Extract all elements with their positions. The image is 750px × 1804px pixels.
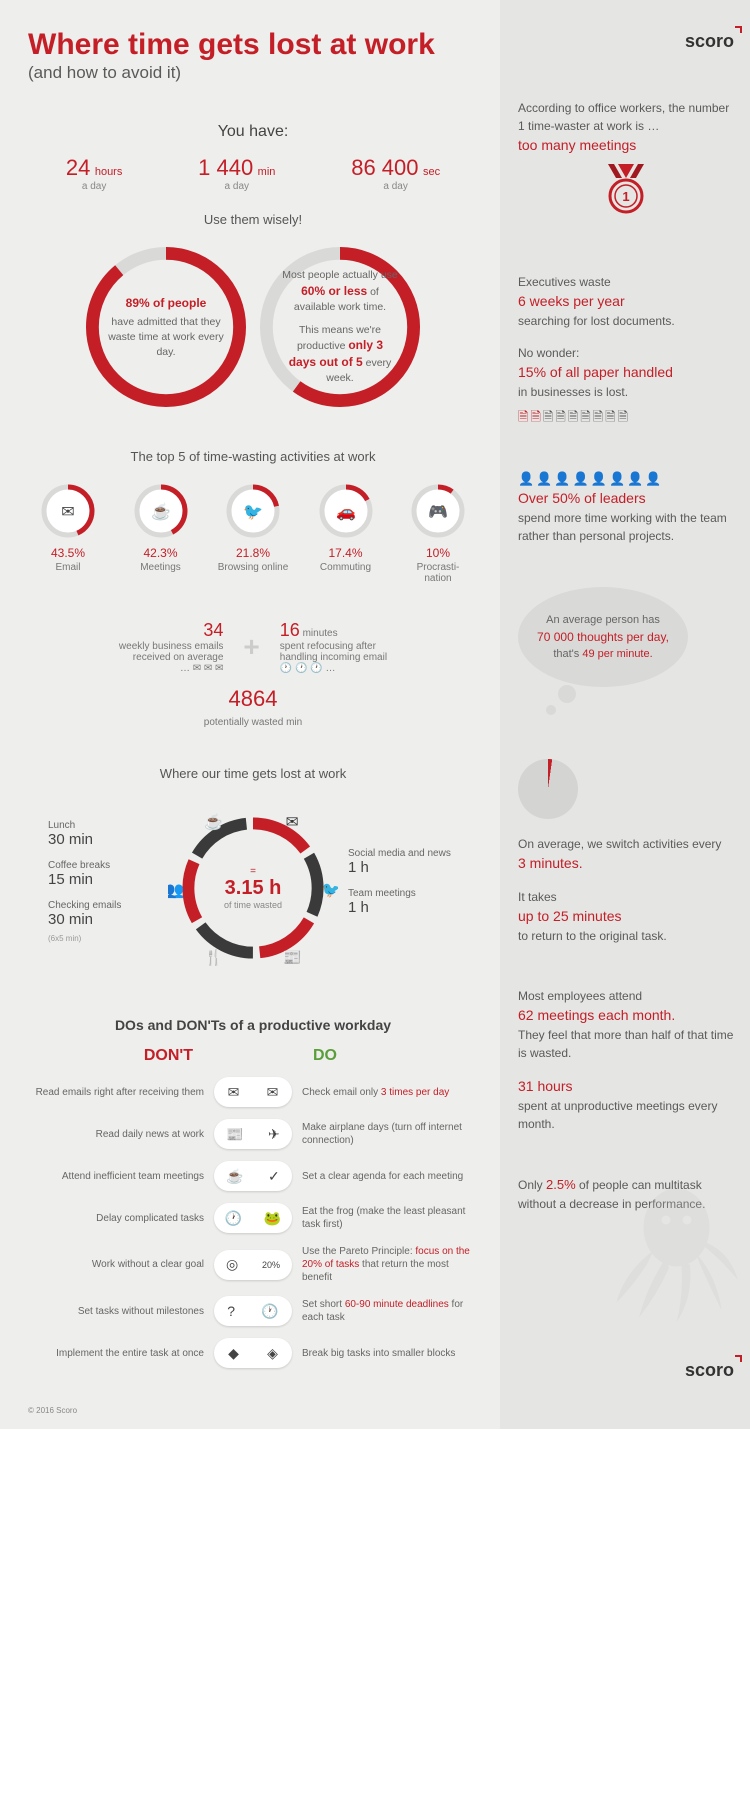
time-unit: 86 400 seca day bbox=[351, 155, 440, 192]
dodont-row: Work without a clear goal ◎20% Use the P… bbox=[28, 1245, 478, 1284]
dodont-icons: 🕐🐸 bbox=[214, 1203, 292, 1233]
top5-row: ✉ 43.5%Email ☕ 42.3%Meetings 🐦 21.8%Brow… bbox=[28, 480, 478, 584]
dodont-icons: ✉✉ bbox=[214, 1077, 292, 1107]
pie-icon bbox=[518, 759, 578, 819]
doc-icon: 🗎 bbox=[555, 407, 565, 427]
doc-icon: 🗎 bbox=[568, 407, 578, 427]
refocus-count: 16 bbox=[280, 620, 300, 640]
you-have-label: You have: bbox=[28, 123, 478, 141]
dodont-row: Read daily news at work 📰✈ Make airplane… bbox=[28, 1119, 478, 1149]
ring1-headline: 89% of people bbox=[126, 295, 207, 312]
dodont-header: DON'T DO bbox=[28, 1047, 478, 1065]
side-leaders: 👤👤👤👤👤👤👤👤 Over 50% of leaders spend more … bbox=[518, 469, 734, 546]
dodont-title: DOs and DON'Ts of a productive workday bbox=[28, 1017, 478, 1033]
side-thoughts: An average person has 70 000 thoughts pe… bbox=[518, 587, 734, 717]
page-title: Where time gets lost at work bbox=[28, 28, 478, 61]
lost-left-col: Lunch30 minCoffee breaks15 minChecking e… bbox=[48, 820, 158, 957]
dodont-icons: ◆◈ bbox=[214, 1338, 292, 1368]
side-switch: On average, we switch activities every 3… bbox=[518, 759, 734, 945]
people-icons: 👤👤👤👤👤👤👤👤 bbox=[518, 469, 734, 489]
side-meetings: According to office workers, the number … bbox=[518, 99, 734, 231]
ring1-text: have admitted that they waste time at wo… bbox=[108, 315, 224, 359]
dodont-icons: ☕✓ bbox=[214, 1161, 292, 1191]
dodont-rows: Read emails right after receiving them ✉… bbox=[28, 1077, 478, 1368]
doc-icon: 🗎 bbox=[593, 407, 603, 427]
activity-item: ✉ 43.5%Email bbox=[28, 480, 108, 584]
doc-icon: 🗎 bbox=[518, 407, 528, 427]
doc-icon: 🗎 bbox=[605, 407, 615, 427]
emails-count: 34 bbox=[119, 620, 224, 641]
ring2-line1: Most people actually use 60% or less of … bbox=[282, 268, 398, 314]
lost-title: Where our time gets lost at work bbox=[28, 766, 478, 781]
svg-text:🎮: 🎮 bbox=[428, 504, 448, 521]
time-unit: 1 440 mina day bbox=[198, 155, 275, 192]
dodont-row: Attend inefficient team meetings ☕✓ Set … bbox=[28, 1161, 478, 1191]
side-executives: Executives waste 6 weeks per year search… bbox=[518, 273, 734, 427]
person-icon: 👤 bbox=[518, 469, 534, 489]
side-multitask: Only 2.5% of people can multitask withou… bbox=[518, 1175, 734, 1315]
copyright: © 2016 Scoro bbox=[28, 1406, 478, 1415]
page-subtitle: (and how to avoid it) bbox=[28, 63, 478, 83]
email-calc: 34 weekly business emailsreceived on ave… bbox=[28, 620, 478, 674]
doc-icon: 🗎 bbox=[618, 407, 628, 427]
person-icon: 👤 bbox=[627, 469, 643, 489]
svg-text:1: 1 bbox=[622, 189, 629, 204]
side-meetings2: Most employees attend 62 meetings each m… bbox=[518, 987, 734, 1133]
activity-item: 🐦 21.8%Browsing online bbox=[213, 480, 293, 584]
time-units-row: 24 hoursa day 1 440 mina day 86 400 seca d… bbox=[28, 155, 478, 192]
person-icon: 👤 bbox=[645, 469, 661, 489]
time-unit: 24 hoursa day bbox=[66, 155, 122, 192]
plus-icon: + bbox=[243, 631, 259, 663]
svg-text:✉: ✉ bbox=[61, 504, 74, 521]
dodont-row: Implement the entire task at once ◆◈ Bre… bbox=[28, 1338, 478, 1368]
lost-donut: ✉🐦📰🍴👥☕ = 3.15 h of time wasted bbox=[168, 803, 338, 973]
stat-ring-2: Most people actually use 60% or less of … bbox=[260, 247, 420, 407]
brand-logo-footer: scoro bbox=[518, 1357, 734, 1384]
stat-ring-1: 89% of people have admitted that they was… bbox=[86, 247, 246, 407]
doc-icon: 🗎 bbox=[543, 407, 553, 427]
person-icon: 👤 bbox=[536, 469, 552, 489]
activity-item: ☕ 42.3%Meetings bbox=[121, 480, 201, 584]
octopus-icon bbox=[594, 1175, 744, 1325]
top5-title: The top 5 of time-wasting activities at … bbox=[28, 449, 478, 464]
person-icon: 👤 bbox=[609, 469, 625, 489]
dodont-icons: ◎20% bbox=[214, 1250, 292, 1280]
activity-item: 🎮 10%Procrasti-nation bbox=[398, 480, 478, 584]
svg-text:☕: ☕ bbox=[151, 502, 171, 521]
person-icon: 👤 bbox=[573, 469, 589, 489]
person-icon: 👤 bbox=[554, 469, 570, 489]
dodont-icons: ?🕐 bbox=[214, 1296, 292, 1326]
doc-icon: 🗎 bbox=[530, 407, 540, 427]
use-wisely-label: Use them wisely! bbox=[28, 212, 478, 227]
dodont-icons: 📰✈ bbox=[214, 1119, 292, 1149]
medal-icon: 1 bbox=[518, 164, 734, 231]
wasted-result: 4864potentially wasted min bbox=[28, 686, 478, 730]
person-icon: 👤 bbox=[591, 469, 607, 489]
svg-text:🚗: 🚗 bbox=[336, 504, 356, 521]
dodont-row: Set tasks without milestones ?🕐 Set shor… bbox=[28, 1296, 478, 1326]
brand-logo: scoro bbox=[518, 28, 734, 55]
dodont-row: Delay complicated tasks 🕐🐸 Eat the frog … bbox=[28, 1203, 478, 1233]
lost-right-col: Social media and news1 hTeam meetings1 h bbox=[348, 848, 458, 928]
svg-text:🐦: 🐦 bbox=[243, 504, 263, 521]
activity-item: 🚗 17.4%Commuting bbox=[306, 480, 386, 584]
doc-icons: 🗎🗎🗎🗎🗎🗎🗎🗎🗎 bbox=[518, 407, 734, 427]
dodont-row: Read emails right after receiving them ✉… bbox=[28, 1077, 478, 1107]
doc-icon: 🗎 bbox=[580, 407, 590, 427]
ring2-line2: This means we're productive only 3 days … bbox=[282, 323, 398, 386]
